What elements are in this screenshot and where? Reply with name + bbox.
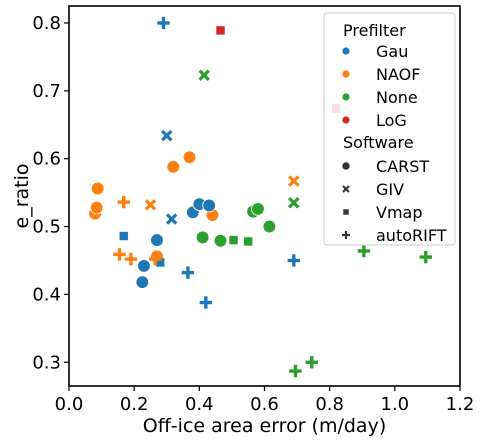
data-point — [157, 16, 170, 30]
data-point — [357, 244, 371, 258]
legend-marker — [343, 209, 349, 215]
x-tick-label: 0.0 — [55, 394, 84, 415]
data-point — [288, 175, 300, 187]
legend-software-entries: CARST GIV Vmap autoRIFT — [341, 157, 447, 245]
legend-swatch — [342, 70, 350, 78]
x-tick-label: 0.8 — [315, 394, 344, 415]
data-point — [90, 181, 105, 196]
data-point — [288, 197, 300, 209]
data-point — [229, 235, 238, 245]
x-axis-title: Off-ice area error (m/day) — [143, 415, 386, 437]
data-point — [119, 231, 128, 241]
y-tick-label: 0.6 — [32, 149, 61, 170]
y-tick-label: 0.5 — [32, 217, 61, 238]
data-point — [156, 258, 165, 267]
x-axis-ticks: 0.0 0.2 0.4 0.6 0.8 1.0 1.2 — [55, 386, 475, 415]
legend-marker — [341, 161, 351, 171]
data-point — [195, 230, 210, 245]
data-point — [113, 248, 126, 261]
legend-swatch — [342, 47, 350, 55]
data-point — [262, 219, 277, 234]
legend-label-software: CARST — [376, 157, 429, 176]
data-point — [199, 296, 213, 309]
data-point — [216, 26, 225, 35]
legend: Prefilter Gau NAOF None LoG Software CARST G… — [323, 12, 456, 246]
x-tick-label: 1.0 — [381, 394, 410, 415]
y-axis-ticks: 0.3 0.4 0.5 0.6 0.7 0.8 — [32, 13, 69, 373]
legend-title-software: Software — [343, 133, 414, 152]
data-points — [88, 16, 432, 378]
data-point — [305, 356, 318, 369]
legend-title-prefilter: Prefilter — [343, 21, 406, 40]
y-tick-label: 0.8 — [32, 13, 61, 34]
legend-label-software: autoRIFT — [376, 226, 447, 245]
data-point — [144, 199, 157, 211]
legend-swatch — [342, 93, 350, 101]
legend-label-prefilter: None — [376, 88, 418, 107]
data-point — [419, 250, 432, 264]
data-point — [166, 159, 181, 174]
legend-label-prefilter: NAOF — [376, 65, 420, 84]
data-point — [135, 275, 150, 290]
legend-prefilter-entries: Gau NAOF None LoG — [342, 42, 420, 130]
data-point — [165, 213, 178, 225]
y-tick-label: 0.3 — [32, 352, 61, 373]
data-point — [213, 233, 228, 248]
data-point — [251, 202, 265, 216]
data-point — [149, 252, 162, 266]
data-point — [202, 198, 216, 213]
legend-label-prefilter: LoG — [376, 111, 407, 130]
data-point — [289, 364, 302, 378]
data-point — [198, 69, 210, 81]
data-point — [161, 129, 173, 142]
legend-marker — [342, 185, 350, 193]
data-point — [117, 195, 130, 209]
x-tick-label: 0.4 — [185, 394, 214, 415]
x-tick-label: 0.6 — [250, 394, 279, 415]
legend-label-software: GIV — [376, 180, 404, 199]
y-tick-label: 0.7 — [32, 81, 61, 102]
x-tick-label: 0.2 — [120, 394, 149, 415]
legend-swatch — [342, 116, 350, 124]
y-tick-label: 0.4 — [32, 284, 61, 305]
y-axis-title: e_ratio — [11, 164, 33, 229]
x-tick-label: 1.2 — [446, 394, 475, 415]
legend-label-software: Vmap — [376, 203, 423, 222]
data-point — [124, 252, 138, 266]
data-point — [181, 266, 195, 279]
legend-box — [323, 12, 456, 246]
data-point — [137, 259, 151, 273]
data-point — [150, 233, 164, 247]
data-point — [244, 237, 253, 246]
legend-marker — [341, 230, 351, 240]
data-point — [287, 254, 301, 267]
legend-label-prefilter: Gau — [376, 42, 408, 61]
data-point — [182, 150, 197, 165]
data-point — [89, 200, 104, 215]
